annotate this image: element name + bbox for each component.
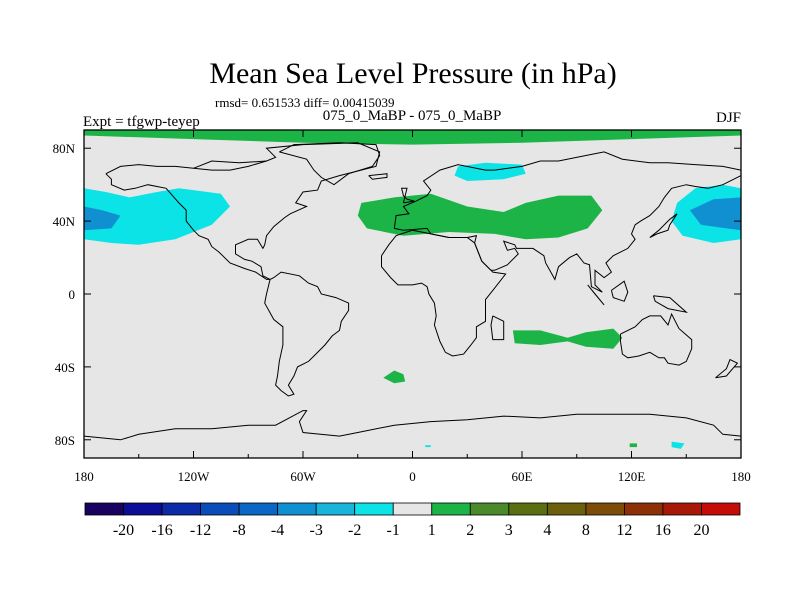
colorbar-swatch [701, 502, 741, 516]
coastlines [84, 142, 741, 441]
colorbar-swatch [277, 502, 317, 516]
region-south-indian-positive [512, 328, 623, 349]
comparison-label: 075_0_MaBP - 075_0_MaBP [323, 108, 502, 124]
x-tick-label: 0 [409, 469, 416, 484]
colorbar-label: 8 [582, 522, 590, 539]
y-tick-label: 80N [53, 141, 76, 156]
region-south-atlantic-positive [383, 370, 406, 384]
colorbar-label: 20 [694, 522, 710, 539]
colorbar-label: 2 [466, 522, 474, 539]
y-tick-label: 40N [53, 214, 76, 229]
colorbar-label: -20 [113, 522, 134, 539]
x-tick-label: 120E [618, 469, 646, 484]
region-north-pacific-core-east [689, 197, 741, 231]
contour-regions [84, 130, 741, 449]
coastline-segment [649, 213, 678, 238]
stats-subtitle: rmsd= 0.651533 diff= 0.00415039 [215, 95, 394, 110]
colorbar-swatch [84, 502, 124, 516]
colorbar-label: 4 [543, 522, 551, 539]
colorbar-swatch [315, 502, 356, 516]
coastline-segment [620, 312, 693, 366]
colorbar: -20 -16 -12 -8 -4 -3 -2 -1 1 2 3 4 8 12 16 20 [84, 502, 741, 539]
x-tick-label: 180 [731, 469, 751, 484]
coastline-segment [105, 142, 381, 280]
coastline-segment [715, 358, 739, 379]
x-tick-label: 60E [512, 469, 533, 484]
map-background [84, 130, 741, 458]
coastline-segment [400, 187, 415, 204]
y-tick-label: 0 [69, 287, 76, 302]
chart-title: Mean Sea Level Pressure (in hPa) [209, 57, 616, 90]
x-tick-label: 120W [178, 469, 211, 484]
season-label: DJF [716, 110, 741, 126]
colorbar-swatch [123, 502, 163, 516]
colorbar-swatch [469, 502, 510, 516]
colorbar-label: -12 [190, 522, 211, 539]
colorbar-swatch [624, 502, 664, 516]
colorbar-swatch [585, 502, 625, 516]
region-eurasia-positive [357, 193, 603, 240]
region-north-pacific-core-west [84, 206, 121, 231]
coastline-segment [368, 173, 388, 180]
colorbar-label: -8 [232, 522, 245, 539]
colorbar-swatch [238, 502, 279, 516]
colorbar-label: -2 [348, 522, 361, 539]
x-axis: 180 120W 60W 0 60E 120E 180 [74, 130, 751, 484]
region-arctic-positive [84, 130, 741, 145]
colorbar-label: 1 [428, 522, 436, 539]
y-axis: 80N 40N 0 40S 80S [53, 141, 741, 448]
colorbar-swatch [392, 502, 433, 516]
colorbar-label: -16 [151, 522, 172, 539]
colorbar-swatch [546, 502, 587, 516]
colorbar-label: -3 [310, 522, 323, 539]
y-tick-label: 80S [55, 433, 75, 448]
colorbar-swatch [662, 502, 702, 516]
colorbar-swatch [200, 502, 240, 516]
coastline-segment [587, 284, 605, 306]
colorbar-label: -4 [271, 522, 284, 539]
colorbar-swatch [161, 502, 201, 516]
y-tick-label: 40S [55, 360, 75, 375]
region-ross-negative [671, 441, 685, 449]
x-tick-label: 60W [290, 469, 316, 484]
coastline-segment [393, 151, 741, 293]
experiment-label: Expt = tfgwp-teyep [83, 114, 200, 130]
region-antarctic-positive-spot [629, 443, 637, 448]
coastline-segment [84, 410, 741, 441]
map-panel: 180 120W 60W 0 60E 120E 180 80N 40N 0 40S 80S [53, 129, 751, 484]
coastline-segment [193, 160, 267, 169]
colorbar-swatch [508, 502, 548, 516]
colorbar-label: -1 [387, 522, 400, 539]
coastline-segment [264, 271, 350, 397]
coastline-segment [381, 229, 507, 357]
colorbar-swatch [354, 502, 394, 516]
colorbar-label: 12 [616, 522, 632, 539]
colorbar-label: 16 [655, 522, 671, 539]
colorbar-label: 3 [505, 522, 513, 539]
colorbar-swatch [431, 502, 471, 516]
coastline-segment [279, 142, 381, 186]
region-weddell-negative [425, 445, 431, 448]
coastline-segment [610, 280, 629, 302]
coastline-segment [490, 315, 505, 341]
coastline-segment [652, 295, 689, 314]
x-tick-label: 180 [74, 469, 94, 484]
